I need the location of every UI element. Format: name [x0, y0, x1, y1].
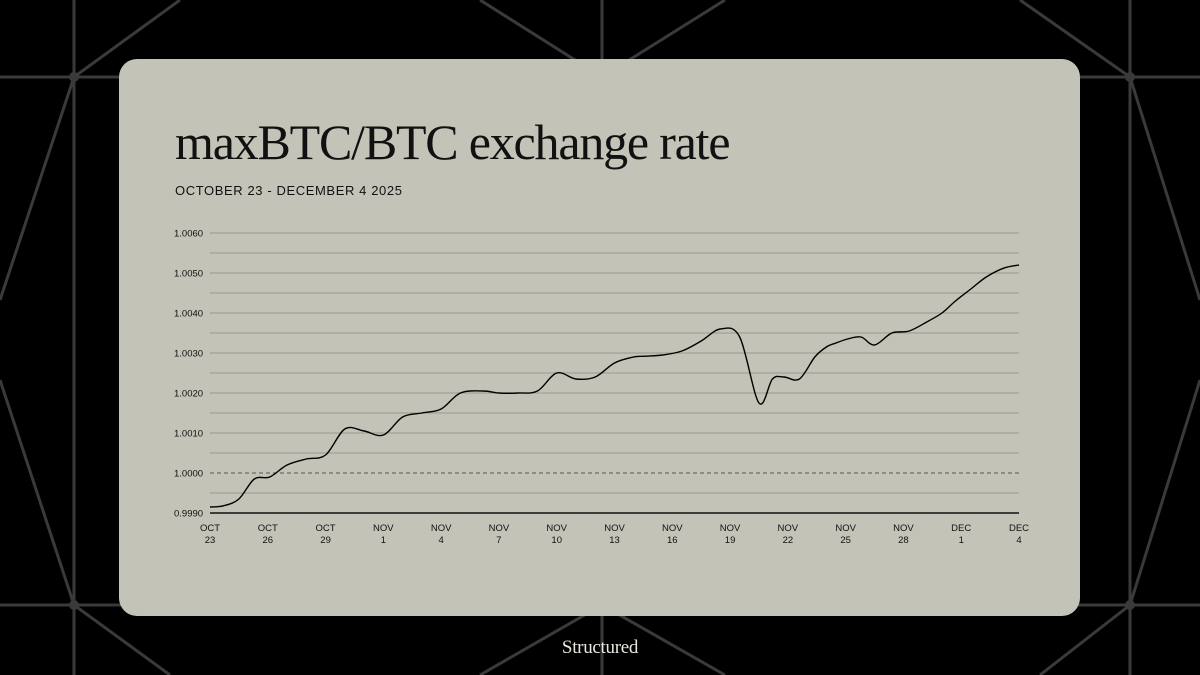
chart-title: maxBTC/BTC exchange rate — [175, 114, 731, 170]
line-chart: 1.0060 1.0050 1.0040 1.0030 1.0020 1.0010 1.00… — [174, 229, 1029, 547]
x-tick-label: OCT 29 — [316, 523, 336, 546]
x-tick-label: NOV 28 — [893, 523, 914, 546]
x-tick-label: NOV 1 — [373, 523, 394, 546]
x-tick-label: NOV 16 — [662, 523, 683, 546]
x-tick-label: OCT 23 — [200, 523, 220, 546]
y-tick-label: 1.0020 — [174, 389, 203, 400]
y-tick-label: 1.0050 — [174, 269, 203, 280]
x-tick-label: NOV 10 — [546, 523, 567, 546]
brand-logo: Structured — [561, 637, 639, 658]
y-tick-label: 0.9990 — [174, 509, 203, 520]
chart-card: maxBTC/BTC exchange rate OCTOBER 23 - DE… — [119, 59, 1080, 616]
x-tick-label: NOV 25 — [835, 523, 856, 546]
x-tick-label: DEC 1 — [951, 523, 971, 546]
x-tick-label: NOV 22 — [778, 523, 799, 546]
x-tick-label: NOV 7 — [489, 523, 510, 546]
y-tick-label: 1.0060 — [174, 229, 203, 240]
y-tick-label: 1.0010 — [174, 429, 203, 440]
y-tick-label: 1.0030 — [174, 349, 203, 360]
y-tick-label: 1.0040 — [174, 309, 203, 320]
chart-subtitle: OCTOBER 23 - DECEMBER 4 2025 — [175, 183, 403, 198]
y-tick-label: 1.0000 — [174, 469, 203, 480]
x-tick-label: NOV 4 — [431, 523, 452, 546]
series-line-maxbtc-btc — [209, 264, 1020, 508]
x-tick-label: DEC 4 — [1009, 523, 1029, 546]
x-tick-label: NOV 13 — [604, 523, 625, 546]
x-tick-label: OCT 26 — [258, 523, 278, 546]
x-tick-label: NOV 19 — [720, 523, 741, 546]
